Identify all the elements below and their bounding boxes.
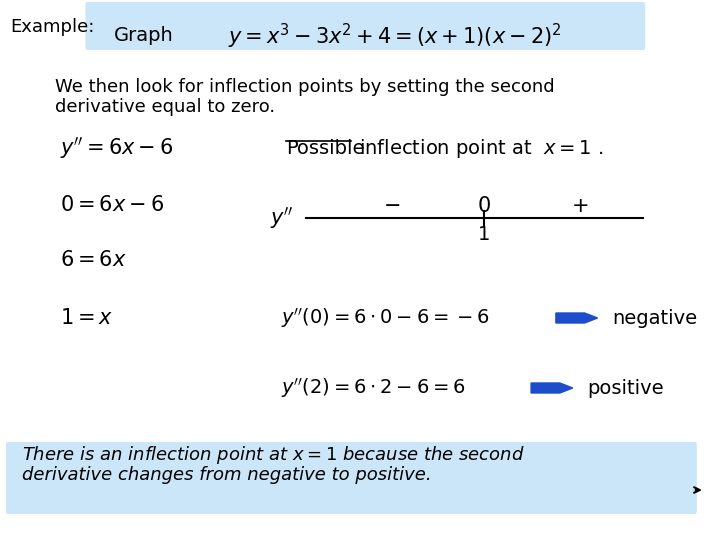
Text: positive: positive xyxy=(588,379,665,397)
Text: $1 = x$: $1 = x$ xyxy=(60,308,113,328)
Text: +: + xyxy=(572,196,590,216)
Text: negative: negative xyxy=(613,308,698,327)
Text: 1: 1 xyxy=(478,225,490,244)
Text: Graph: Graph xyxy=(114,26,174,45)
Text: derivative changes from negative to positive.: derivative changes from negative to posi… xyxy=(22,466,431,484)
Text: $y''(0) = 6 \cdot 0 - 6 = -6$: $y''(0) = 6 \cdot 0 - 6 = -6$ xyxy=(281,306,490,330)
Text: $y'' = 6x - 6$: $y'' = 6x - 6$ xyxy=(60,135,173,161)
Text: There is an inflection point at $x = 1$ because the second: There is an inflection point at $x = 1$ … xyxy=(22,444,525,466)
FancyArrow shape xyxy=(531,383,572,393)
Text: Example:: Example: xyxy=(10,18,94,36)
Text: derivative equal to zero.: derivative equal to zero. xyxy=(55,98,275,116)
FancyArrow shape xyxy=(556,313,598,323)
Text: Possible: Possible xyxy=(286,138,364,158)
Text: −: − xyxy=(383,196,401,216)
Text: inflection point at  $x = 1$ .: inflection point at $x = 1$ . xyxy=(354,137,604,159)
Text: $y''(2) = 6 \cdot 2 - 6 = 6$: $y''(2) = 6 \cdot 2 - 6 = 6$ xyxy=(281,376,465,400)
FancyBboxPatch shape xyxy=(86,2,645,50)
Text: We then look for inflection points by setting the second: We then look for inflection points by se… xyxy=(55,78,554,96)
Text: 0: 0 xyxy=(478,196,491,216)
FancyBboxPatch shape xyxy=(6,442,697,514)
Text: $0 = 6x - 6$: $0 = 6x - 6$ xyxy=(60,195,163,215)
Text: $6 = 6x$: $6 = 6x$ xyxy=(60,250,126,270)
Text: $y''$: $y''$ xyxy=(270,205,294,231)
Text: $y = x^3 - 3x^2 + 4 = (x+1)(x-2)^2$: $y = x^3 - 3x^2 + 4 = (x+1)(x-2)^2$ xyxy=(228,22,562,51)
